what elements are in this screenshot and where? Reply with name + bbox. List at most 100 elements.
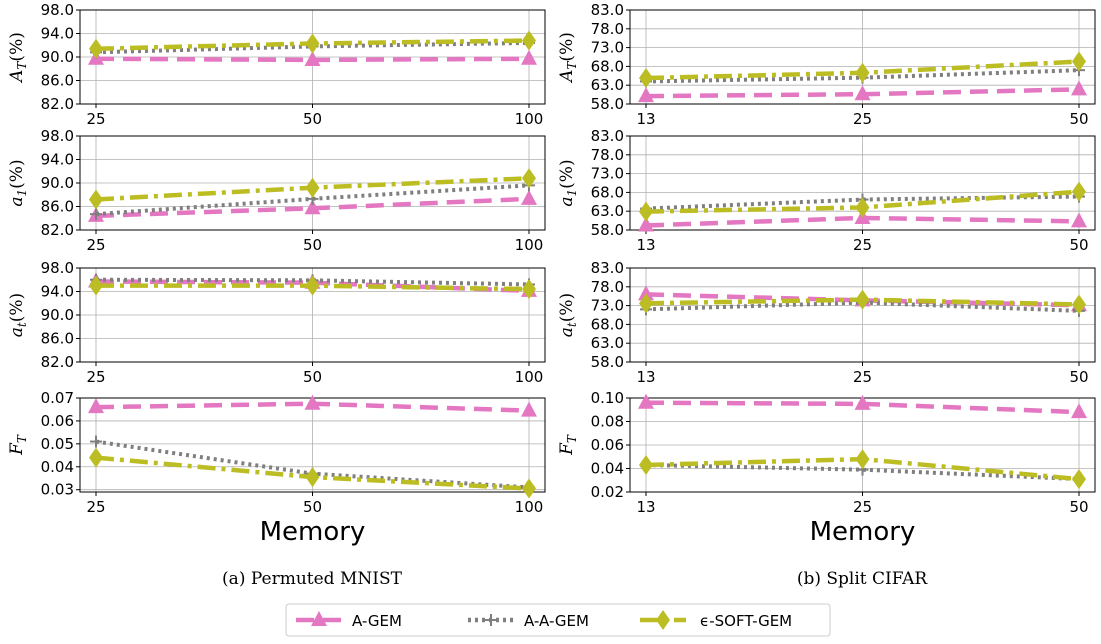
axes-frame	[79, 267, 546, 363]
data-point	[855, 197, 870, 218]
legend-marker	[311, 611, 327, 626]
legend-label: A-A-GEM	[524, 612, 589, 630]
y-tick-label: 0.04	[41, 458, 74, 476]
x-tick-label: 50	[303, 498, 322, 516]
y-tick-label: 0.06	[41, 412, 74, 430]
x-tick-label: 13	[636, 236, 655, 254]
data-point	[638, 393, 654, 409]
legend-entry-0: A-GEM	[296, 611, 402, 630]
y-tick-label: 0.07	[41, 389, 74, 407]
y-tick-label: 98.0	[41, 1, 74, 19]
y-tick-label: 78.0	[591, 20, 624, 38]
legend-entry-1: A-A-GEM	[468, 612, 589, 630]
x-tick-label: 50	[1069, 498, 1088, 516]
series-line	[95, 277, 530, 287]
data-point	[521, 401, 537, 417]
data-point	[855, 449, 870, 470]
data-point	[88, 398, 104, 414]
x-axis-label: Memory	[260, 517, 366, 547]
data-point	[1071, 403, 1087, 419]
data-point	[855, 289, 870, 310]
legend-box	[285, 603, 831, 637]
subplot-0-2: 82.0 86.0 90.0 94.0 98.0 25 50 100 at(%)	[7, 259, 546, 386]
series-A-GEM	[638, 208, 1087, 232]
subplot-0-0: 82.0 86.0 90.0 94.0 98.0 25 50 100 AT(%)	[7, 1, 546, 128]
data-point	[89, 38, 103, 59]
y-tick-label: 0.02	[591, 483, 624, 501]
y-axis-label: a1(%)	[557, 159, 579, 206]
y-tick-label: 0.10	[591, 389, 624, 407]
data-point	[305, 177, 320, 198]
data-point	[305, 33, 320, 54]
data-point	[90, 208, 102, 221]
y-axis-label: at(%)	[7, 293, 29, 337]
y-tick-label: 58.0	[591, 95, 624, 113]
y-tick-label: 0.03	[41, 481, 74, 499]
y-tick-label: 63.0	[591, 202, 624, 220]
legend-marker	[485, 614, 497, 626]
subplot-0-3: 0.03 0.04 0.05 0.06 0.07 25 50 100 FT	[7, 389, 546, 516]
y-tick-label: 78.0	[591, 146, 624, 164]
y-tick-label: 82.0	[41, 353, 74, 371]
data-point	[522, 279, 536, 300]
y-tick-label: 86.0	[41, 198, 74, 216]
data-point	[1072, 469, 1086, 490]
x-tick-label: 50	[1069, 368, 1088, 386]
data-point	[638, 285, 654, 301]
data-point	[854, 85, 871, 101]
data-point	[89, 447, 103, 468]
series-A-GEM	[638, 393, 1087, 419]
x-tick-label: 25	[86, 236, 105, 254]
subplot-1-1: 58.063.068.073.078.083.0 13 25 50 a1(%)	[557, 127, 1096, 254]
y-tick-label: 90.0	[41, 174, 74, 192]
series-line	[95, 40, 530, 55]
y-tick-label: 86.0	[41, 330, 74, 348]
data-point	[521, 189, 537, 205]
y-tick-label: 0.05	[41, 435, 74, 453]
x-tick-label: 25	[853, 368, 872, 386]
x-tick-label: 50	[1069, 110, 1088, 128]
y-axis-label: AT(%)	[557, 32, 579, 84]
x-axis-label: Memory	[810, 517, 916, 547]
panel-caption: (a) Permuted MNIST	[222, 569, 403, 589]
panel-caption: (b) Split CIFAR	[797, 569, 929, 589]
legend: A-GEM A-A-GEM ϵ-SOFT-GEM	[285, 603, 831, 637]
data-point	[855, 62, 870, 83]
x-tick-label: 25	[853, 110, 872, 128]
x-tick-label: 100	[515, 498, 544, 516]
y-axis-label: a1(%)	[7, 159, 29, 206]
series-ϵ-SOFT-GEM	[89, 275, 536, 300]
y-tick-label: 90.0	[41, 48, 74, 66]
y-tick-label: 82.0	[41, 221, 74, 239]
y-tick-label: 98.0	[41, 259, 74, 277]
legend-entry-2: ϵ-SOFT-GEM	[640, 610, 792, 630]
data-point	[521, 49, 537, 65]
panel-1: 58.063.068.073.078.083.013 25 50AT(%)58.06…	[557, 1, 1096, 589]
y-tick-label: 58.0	[591, 221, 624, 239]
axes-frame	[629, 135, 1096, 231]
y-tick-label: 73.0	[591, 165, 624, 183]
series-line	[645, 194, 1080, 211]
axes-frame	[629, 9, 1096, 105]
data-point	[305, 467, 320, 488]
x-tick-label: 50	[1069, 236, 1088, 254]
subplot-1-3: 0.02 0.04 0.06 0.08 0.10 13 25 50 FT	[557, 389, 1096, 516]
series-ϵ-SOFT-GEM	[89, 30, 536, 59]
data-point	[304, 199, 321, 215]
series-ϵ-SOFT-GEM	[89, 168, 536, 210]
x-tick-label: 50	[303, 236, 322, 254]
legend-label: A-GEM	[352, 612, 402, 630]
data-point	[305, 275, 320, 296]
x-tick-label: 100	[515, 110, 544, 128]
data-point	[638, 216, 654, 232]
series-line	[645, 462, 1080, 482]
data-point	[639, 68, 653, 89]
y-tick-label: 83.0	[591, 127, 624, 145]
legend-marker	[656, 610, 670, 630]
data-point	[89, 275, 103, 296]
x-tick-label: 13	[636, 110, 655, 128]
y-tick-label: 83.0	[591, 1, 624, 19]
series-ϵ-SOFT-GEM	[639, 181, 1086, 222]
y-tick-label: 73.0	[591, 39, 624, 57]
data-point	[1071, 80, 1087, 96]
